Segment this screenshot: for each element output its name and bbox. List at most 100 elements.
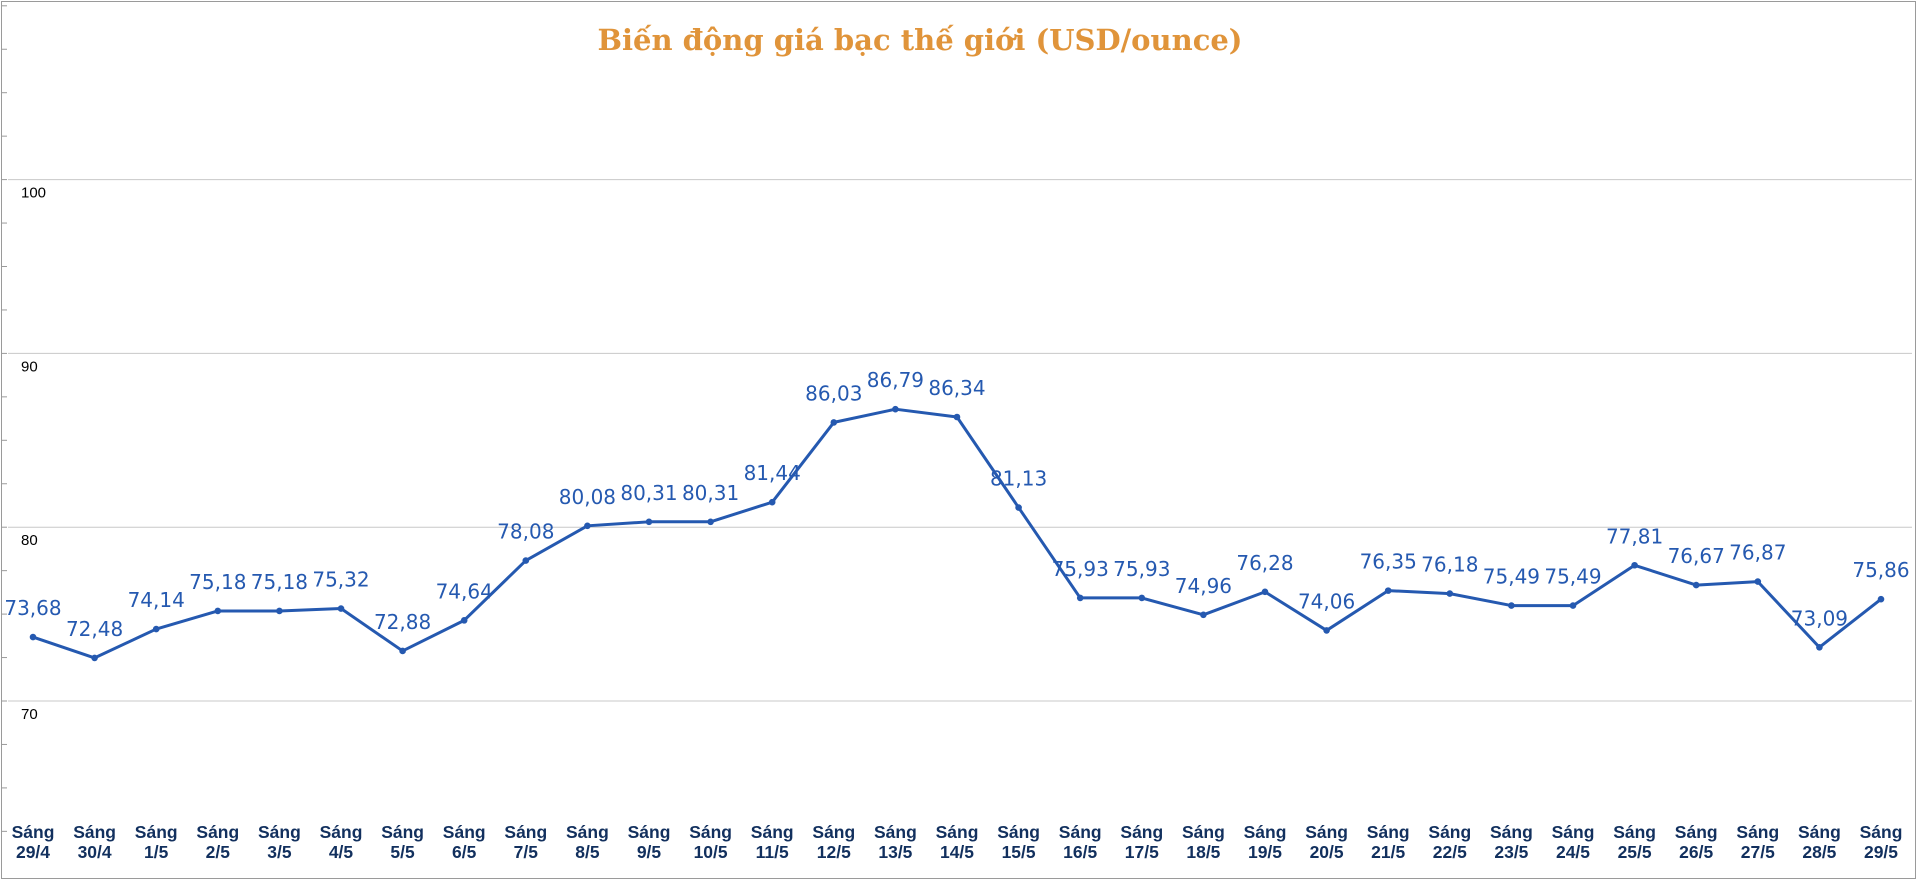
data-point [399, 647, 406, 655]
x-tick-label: Sáng 29/4 [12, 822, 55, 862]
x-tick-label: Sáng 4/5 [320, 822, 363, 862]
data-label: 75,18 [189, 570, 246, 594]
data-point [1816, 643, 1823, 651]
x-tick-label: Sáng 13/5 [874, 822, 917, 862]
x-tick-label: Sáng 6/5 [443, 822, 486, 862]
y-tick-label: 70 [21, 706, 38, 723]
data-point [953, 413, 961, 421]
data-point [460, 617, 468, 624]
data-point [1692, 581, 1700, 589]
data-point [707, 518, 714, 526]
data-label: 72,88 [374, 610, 431, 634]
data-point [1384, 587, 1392, 594]
data-point [1569, 602, 1577, 609]
data-point [91, 654, 98, 662]
data-label: 86,03 [805, 381, 862, 405]
data-label: 75,86 [1852, 558, 1909, 582]
data-label: 75,93 [1052, 557, 1109, 581]
data-label: 75,93 [1113, 557, 1170, 581]
x-tick-label: Sáng 20/5 [1305, 822, 1348, 862]
y-tick-label: 90 [21, 358, 38, 375]
data-point [584, 522, 591, 530]
x-tick-label: Sáng 28/5 [1798, 822, 1841, 862]
data-label: 75,32 [312, 568, 369, 592]
x-tick-label: Sáng 8/5 [566, 822, 609, 862]
x-tick-label: Sáng 5/5 [381, 822, 424, 862]
data-point [1200, 611, 1207, 619]
data-label: 75,49 [1544, 565, 1601, 589]
y-axis-ticks: 70 80 90 100 [21, 185, 46, 723]
x-tick-label: Sáng 23/5 [1490, 822, 1533, 862]
data-point [29, 633, 37, 641]
x-tick-label: Sáng 24/5 [1552, 822, 1595, 862]
data-label: 77,81 [1606, 524, 1663, 548]
x-tick-label: Sáng 21/5 [1367, 822, 1410, 862]
data-point [276, 607, 283, 615]
data-label: 76,18 [1421, 553, 1478, 577]
data-label: 81,44 [744, 461, 801, 485]
data-point [645, 518, 653, 526]
x-tick-label: Sáng 1/5 [135, 822, 178, 862]
x-tick-label: Sáng 3/5 [258, 822, 301, 862]
x-tick-label: Sáng 12/5 [812, 822, 855, 862]
data-label: 75,49 [1483, 565, 1540, 589]
points-layer [29, 405, 1885, 662]
data-label: 73,09 [1791, 606, 1848, 630]
chart-title: Biến động giá bạc thế giới (USD/ounce) [597, 23, 1242, 57]
data-label: 72,48 [66, 617, 123, 641]
y-tick-label: 100 [21, 185, 46, 202]
data-label: 74,06 [1298, 589, 1355, 613]
x-tick-label: Sáng 15/5 [997, 822, 1040, 862]
data-point [1138, 594, 1146, 602]
y-tick-label: 80 [21, 532, 38, 549]
x-tick-label: Sáng 26/5 [1675, 822, 1718, 862]
data-label: 76,67 [1668, 544, 1725, 568]
x-tick-label: Sáng 27/5 [1736, 822, 1779, 862]
data-point [1323, 627, 1330, 634]
data-point [892, 405, 899, 413]
data-label: 76,28 [1236, 551, 1293, 575]
x-tick-label: Sáng 7/5 [504, 822, 547, 862]
data-point [1508, 602, 1515, 609]
grid-layer [1, 5, 1912, 832]
x-tick-label: Sáng 18/5 [1182, 822, 1225, 862]
x-tick-label: Sáng 9/5 [628, 822, 671, 862]
x-tick-label: Sáng 29/5 [1860, 822, 1903, 862]
data-point [214, 607, 222, 615]
x-tick-label: Sáng 2/5 [196, 822, 239, 862]
x-tick-label: Sáng 11/5 [751, 822, 794, 862]
data-label: 80,31 [620, 481, 677, 505]
data-point [1631, 561, 1638, 569]
data-label: 81,13 [990, 467, 1047, 491]
x-axis-ticks: Sáng 29/4 Sáng 30/4 Sáng 1/5 Sáng 2/5 Sáng 3/5 Sán… [12, 822, 1903, 862]
data-label: 76,35 [1360, 550, 1417, 574]
data-label: 73,68 [4, 596, 61, 620]
x-tick-label: Sáng 19/5 [1244, 822, 1287, 862]
x-tick-label: Sáng 22/5 [1428, 822, 1471, 862]
data-point [337, 605, 345, 612]
data-label: 86,34 [928, 376, 985, 400]
data-label: 74,96 [1175, 574, 1232, 598]
data-point [1446, 590, 1454, 597]
data-label: 76,87 [1729, 541, 1786, 565]
data-label: 74,64 [436, 579, 493, 603]
data-point [152, 625, 160, 633]
x-tick-label: Sáng 17/5 [1120, 822, 1163, 862]
x-tick-label: Sáng 30/4 [73, 822, 116, 862]
data-point [768, 498, 776, 506]
data-point [1015, 504, 1022, 511]
data-label: 78,08 [497, 520, 554, 544]
data-point [522, 557, 530, 564]
x-tick-label: Sáng 10/5 [689, 822, 732, 862]
x-tick-label: Sáng 16/5 [1059, 822, 1102, 862]
data-point [1076, 594, 1084, 602]
data-label: 75,18 [251, 570, 308, 594]
data-label: 74,14 [128, 588, 185, 612]
data-point [1877, 595, 1885, 603]
data-point [1261, 588, 1269, 596]
data-point [1754, 578, 1762, 585]
x-tick-label: Sáng 14/5 [936, 822, 979, 862]
